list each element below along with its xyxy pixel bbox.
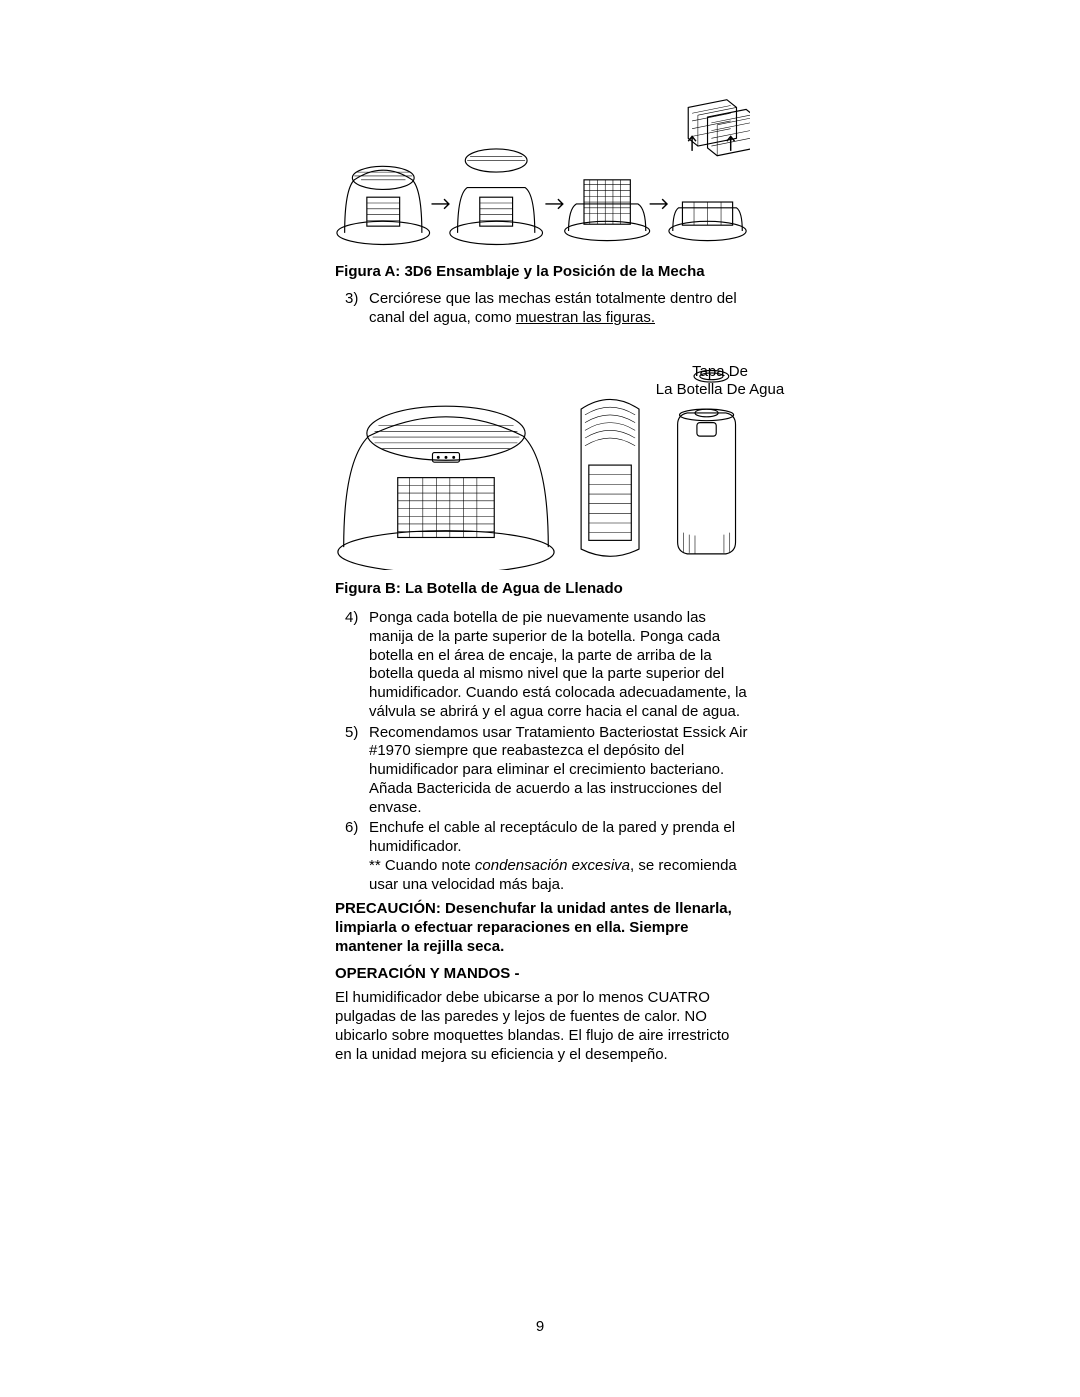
cap-label-line2: La Botella De Agua xyxy=(656,381,784,398)
step-3: 3) Cerciórese que las mechas están total… xyxy=(335,290,750,328)
step-6-b: ** Cuando note xyxy=(369,857,475,874)
step-5-num: 5) xyxy=(335,724,369,818)
figure-b-caption: Figura B: La Botella de Agua de Llenado xyxy=(335,580,750,599)
steps-4-6: 4) Ponga cada botella de pie nuevamente … xyxy=(335,609,750,894)
step-6-italic: condensación excesiva xyxy=(475,857,630,874)
step-3-b: están xyxy=(555,290,592,307)
list-item: 5) Recomendamos usar Tratamiento Bacteri… xyxy=(335,724,750,818)
figure-b-block: Tapa De La Botella De Agua xyxy=(335,365,750,570)
step-3-underlined: muestran las figuras. xyxy=(516,309,655,326)
figure-a-caption-prefix: Figura A: 3D6 xyxy=(335,263,432,280)
step-3-a: Cerciórese que las mechas xyxy=(369,290,555,307)
operation-heading: OPERACIÓN Y MANDOS - xyxy=(335,965,750,984)
step-4-text: Ponga cada botella de pie nuevamente usa… xyxy=(369,609,750,722)
step-6-a: Enchufe el cable al receptáculo de la pa… xyxy=(369,819,735,855)
list-item: 6) Enchufe el cable al receptáculo de la… xyxy=(335,819,750,894)
water-bottle-cap-label: Tapa De La Botella De Agua xyxy=(630,363,810,399)
operation-paragraph: El humidificador debe ubicarse a por lo … xyxy=(335,989,750,1064)
figure-a-caption-rest: Ensamblaje y la Posición de la Mecha xyxy=(432,263,705,280)
manual-page: Figura A: 3D6 Ensamblaje y la Posición d… xyxy=(0,0,1080,1397)
step-3-text: Cerciórese que las mechas están totalmen… xyxy=(369,290,750,328)
figure-a-illustration xyxy=(335,95,750,255)
list-item: 4) Ponga cada botella de pie nuevamente … xyxy=(335,609,750,722)
step-6-num: 6) xyxy=(335,819,369,894)
step-3-num: 3) xyxy=(335,290,369,328)
figure-a-svg xyxy=(335,95,750,255)
precaution-text: PRECAUCIÓN: Desenchufar la unidad antes … xyxy=(335,900,750,956)
figure-a-caption: Figura A: 3D6 Ensamblaje y la Posición d… xyxy=(335,263,750,282)
step-6-text: Enchufe el cable al receptáculo de la pa… xyxy=(369,819,750,894)
step-5-text: Recomendamos usar Tratamiento Bacteriost… xyxy=(369,724,750,818)
cap-label-line1: Tapa De xyxy=(692,363,748,380)
page-number: 9 xyxy=(0,1318,1080,1337)
step-4-num: 4) xyxy=(335,609,369,722)
